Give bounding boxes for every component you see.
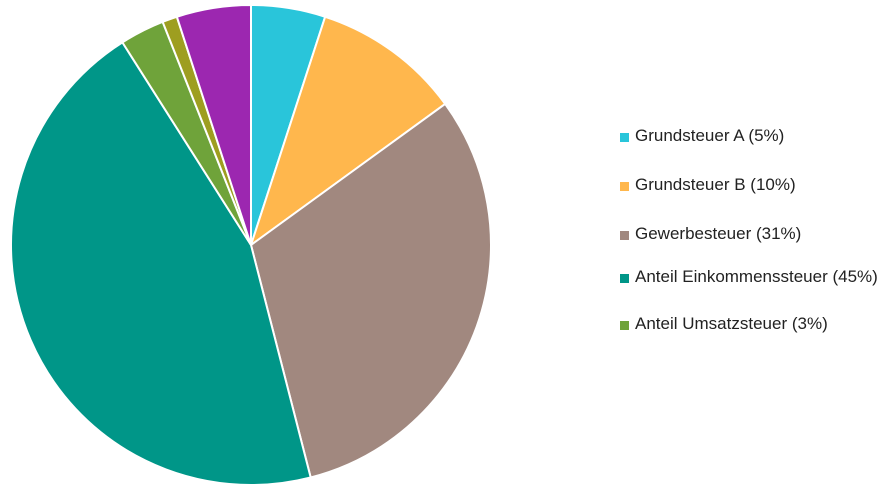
pie-slice-3 — [10, 40, 312, 486]
pie-slices — [10, 3, 492, 486]
legend-swatch — [620, 133, 629, 142]
legend-swatch — [620, 274, 629, 283]
legend-swatch — [620, 182, 629, 191]
legend-item-gewerbesteuer: Gewerbesteuer (31%) — [620, 224, 882, 267]
legend-swatch — [620, 231, 629, 240]
legend-item-anteil-umsatzsteuer: Anteil Umsatzsteuer (3%) — [620, 314, 882, 334]
legend-item-grundsteuer-b: Grundsteuer B (10%) — [620, 175, 882, 224]
pie-slice-6 — [175, 3, 252, 246]
legend: Grundsteuer A (5%) Grundsteuer B (10%) G… — [620, 126, 882, 334]
legend-item-anteil-einkommenssteuer: Anteil Einkommenssteuer (45%) — [620, 267, 882, 314]
legend-label: Gewerbesteuer (31%) — [635, 224, 802, 243]
legend-label: Grundsteuer A (5%) — [635, 126, 785, 145]
legend-item-grundsteuer-a: Grundsteuer A (5%) — [620, 126, 882, 175]
legend-label: Anteil Einkommenssteuer (45%) — [635, 267, 878, 286]
pie-slice-1 — [249, 15, 447, 248]
legend-swatch — [620, 321, 629, 330]
legend-label: Grundsteuer B (10%) — [635, 175, 796, 194]
legend-label: Anteil Umsatzsteuer (3%) — [635, 314, 828, 333]
pie-slice-2 — [249, 102, 492, 479]
